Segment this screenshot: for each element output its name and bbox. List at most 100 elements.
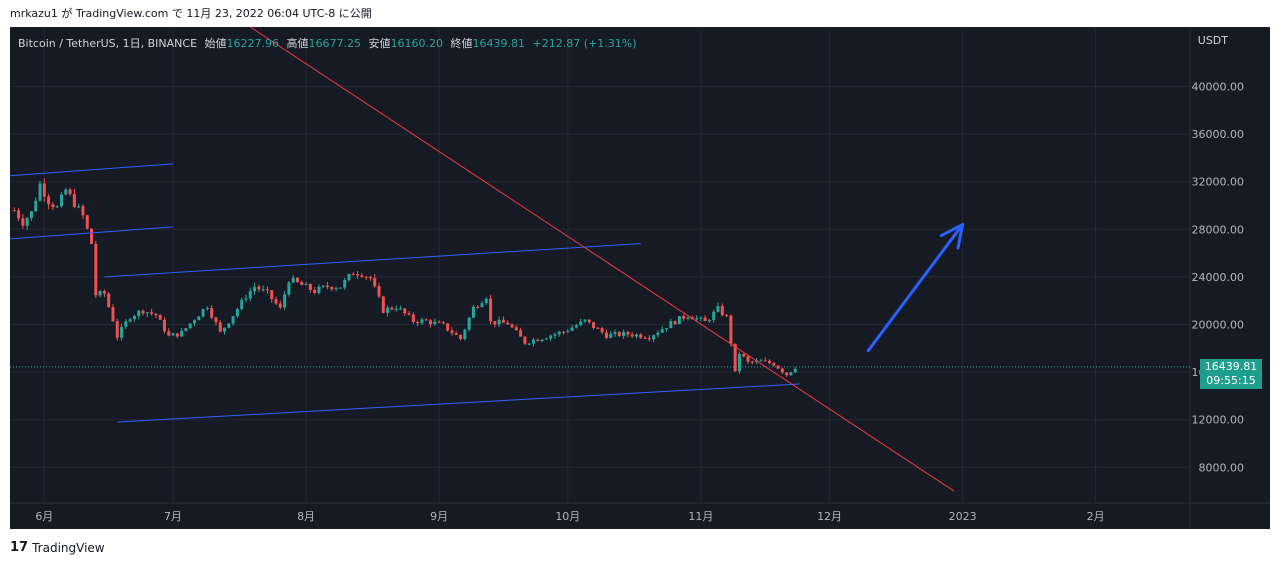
candle-body bbox=[463, 329, 467, 339]
chart-panel[interactable]: 8000.0012000.0016000.0020000.0024000.002… bbox=[10, 27, 1270, 529]
y-tick-label: 24000.00 bbox=[1192, 271, 1245, 284]
candle-body bbox=[94, 243, 98, 296]
candle-body bbox=[471, 306, 475, 318]
candle-body bbox=[240, 299, 244, 310]
candle-body bbox=[686, 317, 690, 319]
candle-body bbox=[34, 200, 38, 212]
candle-body bbox=[720, 306, 724, 316]
candle-body bbox=[703, 317, 707, 322]
x-tick-label: 7月 bbox=[164, 510, 182, 523]
candle-body bbox=[356, 274, 360, 276]
candle-body bbox=[780, 368, 784, 373]
candle-body bbox=[287, 282, 291, 295]
candle-body bbox=[660, 329, 664, 333]
candle-body bbox=[330, 286, 334, 290]
candle-body bbox=[712, 311, 716, 321]
price-chart[interactable]: 8000.0012000.0016000.0020000.0024000.002… bbox=[10, 27, 1270, 529]
channel-upper-left-line bbox=[10, 163, 174, 177]
candle-body bbox=[716, 306, 720, 312]
candle-body bbox=[729, 315, 733, 344]
candle-body bbox=[343, 279, 347, 288]
candle-body bbox=[587, 319, 591, 323]
candle-body bbox=[231, 316, 235, 324]
bar-countdown: 09:55:15 bbox=[1206, 373, 1256, 387]
candle-body bbox=[514, 327, 518, 331]
candle-body bbox=[72, 194, 76, 207]
candle-body bbox=[145, 312, 149, 314]
close-value: 16439.81 bbox=[472, 37, 526, 50]
candle-body bbox=[193, 320, 197, 324]
candle-body bbox=[484, 298, 488, 304]
candle-body bbox=[210, 307, 214, 318]
candle-body bbox=[158, 315, 162, 320]
candle-body bbox=[785, 372, 789, 376]
candle-body bbox=[604, 332, 608, 338]
candle-body bbox=[763, 360, 767, 362]
candle-body bbox=[613, 332, 617, 334]
channel-upper-mid-line bbox=[104, 243, 641, 278]
candle-body bbox=[184, 328, 188, 331]
candle-body bbox=[278, 303, 282, 308]
candle-body bbox=[433, 321, 437, 325]
candle-body bbox=[154, 313, 158, 316]
candle-body bbox=[695, 318, 699, 320]
candle-body bbox=[682, 316, 686, 319]
candle-body bbox=[553, 334, 557, 336]
change-value: +212.87 (+1.31%) bbox=[532, 37, 637, 50]
candle-body bbox=[759, 360, 763, 362]
candle-body bbox=[665, 328, 669, 330]
y-tick-label: 8000.00 bbox=[1199, 461, 1245, 474]
candle-body bbox=[579, 321, 583, 326]
candle-body bbox=[51, 204, 55, 208]
candle-body bbox=[574, 325, 578, 328]
x-tick-label: 6月 bbox=[35, 510, 53, 523]
candle-body bbox=[17, 210, 21, 219]
candle-body bbox=[450, 330, 454, 334]
x-tick-label: 9月 bbox=[430, 510, 448, 523]
candle-body bbox=[647, 338, 651, 340]
candle-body bbox=[476, 306, 480, 308]
candle-body bbox=[360, 275, 364, 277]
candle-body bbox=[600, 328, 604, 333]
candle-body bbox=[467, 317, 471, 330]
candle-body bbox=[424, 319, 428, 321]
candle-body bbox=[699, 317, 703, 319]
candle-body bbox=[634, 334, 638, 337]
candle-body bbox=[218, 322, 222, 332]
candle-body bbox=[519, 330, 523, 337]
candle-body bbox=[669, 321, 673, 329]
candle-body bbox=[124, 321, 128, 327]
candle-body bbox=[261, 289, 265, 291]
candle-body bbox=[609, 333, 613, 338]
y-tick-label: 12000.00 bbox=[1192, 414, 1245, 427]
candle-body bbox=[437, 321, 441, 323]
candle-body bbox=[527, 343, 531, 345]
candle-body bbox=[295, 277, 299, 283]
candle-body bbox=[167, 331, 171, 336]
candle-body bbox=[549, 335, 553, 339]
candle-body bbox=[162, 319, 166, 332]
candle-body bbox=[175, 333, 179, 337]
candle-body bbox=[493, 321, 497, 325]
candle-body bbox=[592, 322, 596, 328]
candle-body bbox=[793, 368, 797, 373]
candle-body bbox=[510, 324, 514, 328]
forecast-arrow-head bbox=[939, 223, 965, 250]
y-tick-label: 36000.00 bbox=[1192, 128, 1245, 141]
candle-body bbox=[566, 330, 570, 332]
candle-body bbox=[253, 286, 257, 292]
candle-body bbox=[390, 307, 394, 310]
symbol-name: Bitcoin / TetherUS, 1日, BINANCE bbox=[18, 37, 198, 50]
candle-body bbox=[750, 361, 754, 363]
candle-body bbox=[223, 327, 227, 332]
candle-body bbox=[536, 339, 540, 342]
open-value: 16227.96 bbox=[226, 37, 280, 50]
candle-body bbox=[128, 319, 132, 322]
footer: 17 TradingView bbox=[10, 540, 105, 555]
candle-body bbox=[137, 310, 141, 316]
candle-body bbox=[725, 315, 729, 317]
candle-body bbox=[257, 286, 261, 290]
candle-body bbox=[368, 276, 372, 279]
low-label: 安値 bbox=[368, 37, 391, 50]
candle-body bbox=[377, 286, 381, 297]
